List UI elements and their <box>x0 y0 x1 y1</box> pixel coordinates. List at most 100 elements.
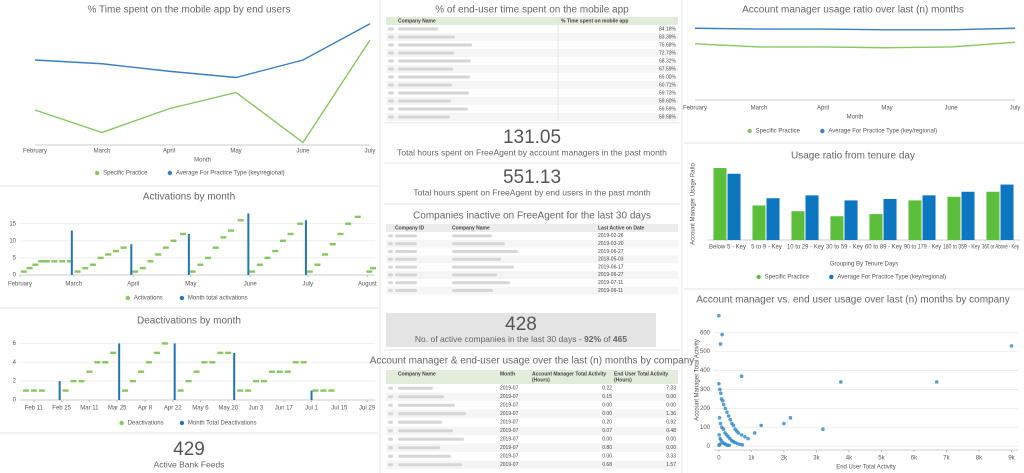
table-cell: 2019-07 <box>500 420 519 426</box>
table-header-cell: (Hours) <box>614 377 632 383</box>
blurred-text <box>452 257 501 261</box>
table-header-cell: End User Total Activity <box>614 371 668 377</box>
bar <box>883 198 897 240</box>
table-row <box>386 49 678 57</box>
x-tick-label: May <box>185 282 196 288</box>
x-tick-label: 90 to 179 - Key <box>904 245 941 251</box>
table-cell: 67.59% <box>659 66 677 72</box>
point <box>253 379 260 383</box>
blurred-text <box>398 59 471 63</box>
table-cell: 1.57 <box>666 462 676 468</box>
point <box>177 389 184 392</box>
point <box>731 423 736 428</box>
point <box>717 416 722 420</box>
x-tick-label: April <box>163 149 175 155</box>
line <box>694 41 1016 49</box>
kpi-percent: 92% <box>584 334 601 344</box>
point <box>197 263 204 266</box>
y-tick-label: 100 <box>700 425 711 431</box>
blurred-text <box>388 35 394 39</box>
bar <box>844 200 858 240</box>
x-tick-label: May 6 <box>192 406 209 412</box>
point <box>89 263 96 266</box>
point <box>22 389 29 392</box>
chart-title: Deactivations by month <box>137 316 241 327</box>
table-header <box>386 17 678 25</box>
blurred-text <box>452 250 518 253</box>
x-axis-label: Month <box>847 115 864 121</box>
x-tick-label: Below 5 - Key <box>709 245 746 251</box>
y-tick-label: 4 <box>13 360 17 366</box>
point <box>245 389 252 392</box>
point <box>736 431 741 435</box>
point <box>312 389 319 392</box>
table-cell: 1.36 <box>666 411 676 417</box>
table-header-cell: Account Manager Total Activity <box>532 371 606 377</box>
point <box>102 361 109 364</box>
x-tick-label: Jun 17 <box>275 406 294 412</box>
y-axis-label: Account Manager Total Activity <box>695 339 701 421</box>
legend-swatch <box>179 420 185 426</box>
x-tick-label: 180 to 359 - Key <box>943 245 980 251</box>
x-tick-label: 10 to 29 - Key <box>787 245 824 251</box>
blurred-text <box>452 234 492 238</box>
blurred-text <box>388 27 394 31</box>
point <box>1009 344 1014 348</box>
y-tick-label: 5 <box>13 255 17 261</box>
point <box>225 351 232 355</box>
table-header-cell: Last Active on Date <box>598 225 644 231</box>
y-tick-label: 10 <box>9 238 16 244</box>
table-cell: 2019-07 <box>500 394 519 400</box>
table-row <box>386 81 678 89</box>
y-tick-label: 300 <box>700 387 711 393</box>
point <box>721 402 726 407</box>
y-tick-label: 15 <box>9 221 16 227</box>
point <box>839 380 843 384</box>
kpi-label: Active Bank Feeds <box>154 459 225 469</box>
point <box>746 436 750 441</box>
point <box>759 423 763 428</box>
point <box>162 246 169 249</box>
blurred-text <box>388 67 394 71</box>
table-cell: 2019-07-11 <box>598 280 623 286</box>
x-tick-label: 4k <box>846 456 853 462</box>
point <box>272 249 279 253</box>
legend-swatch <box>747 128 752 134</box>
x-axis-label: Month <box>194 158 211 164</box>
point <box>59 260 66 263</box>
bar <box>869 214 883 240</box>
point <box>329 243 336 246</box>
point <box>130 379 137 383</box>
point <box>284 370 291 373</box>
x-tick-label: 6k <box>911 456 918 462</box>
line <box>694 27 1016 31</box>
total-bar <box>118 343 121 400</box>
blurred-text <box>398 386 433 390</box>
point <box>720 399 725 403</box>
table-cell: 0.20 <box>602 420 612 426</box>
point <box>256 263 263 266</box>
chart-title: Usage ratio from tenure day <box>791 151 915 162</box>
point <box>739 433 744 437</box>
table-cell: 2019-06-27 <box>598 272 624 278</box>
point <box>155 253 162 256</box>
blurred-text <box>388 51 394 55</box>
point <box>292 361 299 364</box>
point <box>122 389 129 392</box>
point <box>717 313 721 318</box>
blurred-text <box>398 83 452 87</box>
table-row <box>386 97 678 105</box>
point <box>720 332 724 337</box>
table-cell: 0.00 <box>602 411 612 417</box>
point <box>70 379 77 383</box>
legend-label: Average For Practice Type (key/regional) <box>837 275 946 281</box>
point <box>739 374 744 379</box>
bar <box>727 173 741 240</box>
x-tick-label: Jul 29 <box>359 406 376 412</box>
table-cell: 59.60% <box>659 98 677 104</box>
line <box>34 23 371 79</box>
x-tick-label: May 20 <box>218 406 238 412</box>
point <box>86 370 93 373</box>
table-cell: 2019-07 <box>500 445 519 451</box>
table-header <box>386 370 678 384</box>
